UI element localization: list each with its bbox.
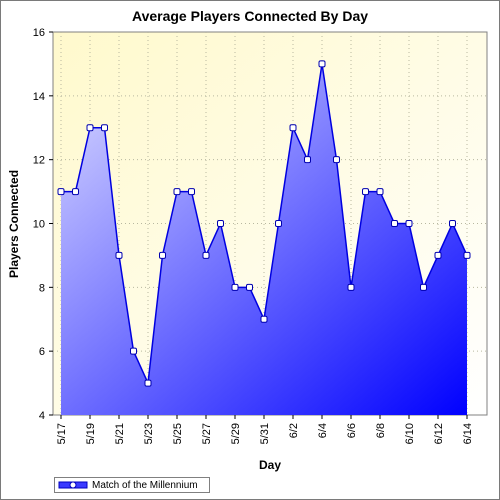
data-point: [246, 283, 253, 291]
x-tick-label: 6/14: [462, 423, 474, 444]
y-tick-label: 14: [33, 91, 45, 103]
x-axis-title: Day: [259, 458, 281, 472]
x-tick-label: 5/29: [230, 423, 242, 444]
legend-label: Match of the Millennium: [92, 479, 198, 491]
data-point: [231, 283, 239, 291]
x-tick-label: 6/10: [404, 423, 416, 444]
data-point: [275, 220, 282, 227]
x-tick-label: 5/17: [56, 423, 68, 444]
axis-labels: 4 6 8 10 12 14 16 5/17 5/19 5/21 5/23 5/25 5/27 5/29 5…: [33, 27, 474, 444]
marker-layer: [57, 60, 471, 387]
x-tick-label: 6/12: [433, 423, 445, 444]
legend-swatch: [58, 481, 88, 489]
data-point: [130, 347, 137, 355]
y-tick-label: 12: [33, 155, 45, 167]
data-point: [202, 251, 210, 259]
x-tick-label: 6/8: [375, 423, 387, 438]
data-point: [115, 251, 123, 259]
data-point: [72, 188, 79, 196]
x-tick-label: 6/6: [346, 423, 358, 438]
data-point: [434, 251, 442, 259]
data-point: [405, 220, 413, 227]
y-tick-label: 10: [33, 219, 45, 231]
x-tick-label: 5/31: [259, 423, 271, 444]
data-point: [159, 251, 166, 259]
y-tick-label: 8: [39, 282, 45, 294]
x-tick-label: 5/25: [172, 423, 184, 444]
data-point: [376, 188, 384, 196]
data-point: [333, 156, 340, 164]
data-point: [449, 220, 456, 227]
legend: Match of the Millennium: [54, 477, 210, 493]
data-point: [260, 315, 268, 323]
x-tick-label: 5/19: [85, 423, 97, 444]
y-axis-title: Players Connected: [7, 170, 21, 278]
data-point: [318, 60, 326, 68]
x-tick-label: 5/27: [201, 423, 213, 444]
data-point: [188, 188, 195, 196]
data-point: [144, 379, 152, 387]
x-tick-label: 6/4: [317, 423, 329, 438]
x-tick-label: 6/2: [288, 423, 300, 438]
data-point: [217, 220, 224, 227]
data-point: [57, 188, 65, 196]
data-point: [362, 188, 369, 196]
data-point: [347, 283, 355, 291]
data-point: [86, 124, 94, 132]
data-point: [463, 251, 471, 259]
data-point: [420, 283, 427, 291]
y-tick-label: 16: [33, 27, 45, 39]
y-tick-label: 4: [39, 410, 45, 422]
data-point: [304, 156, 311, 164]
y-tick-label: 6: [39, 346, 45, 358]
data-point: [391, 220, 398, 227]
series-area: [61, 63, 467, 416]
data-point: [173, 188, 181, 196]
chart-title: Average Players Connected By Day: [131, 8, 369, 24]
data-point: [289, 124, 297, 132]
x-tick-label: 5/23: [143, 423, 155, 444]
data-point: [101, 124, 108, 132]
x-tick-label: 5/21: [114, 423, 126, 444]
